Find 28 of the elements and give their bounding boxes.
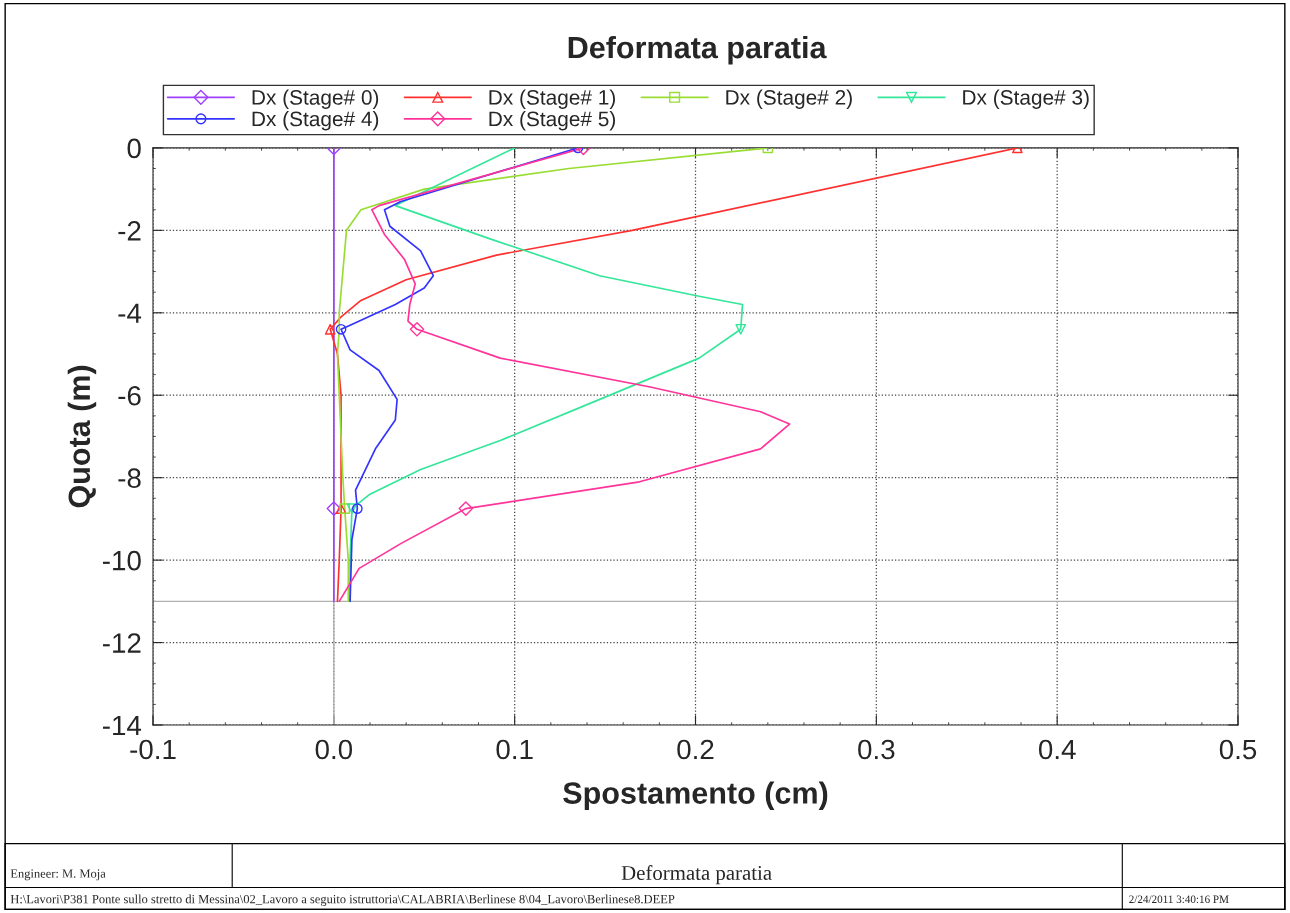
y-axis-title: Quota (m) <box>67 365 97 508</box>
x-tick-label: 0.1 <box>496 739 533 760</box>
x-axis-title: Spostamento (cm) <box>563 781 828 810</box>
legend-label: Dx (Stage# 4) <box>252 111 379 131</box>
text: 2/24/2011 3:40:16 PM <box>1129 895 1229 904</box>
y-tick-label: -14 <box>102 715 142 736</box>
legend-label: Dx (Stage# 3) <box>963 89 1089 109</box>
x-tick-label: -0.1 <box>130 739 176 760</box>
chart-title: Deformata paratia <box>568 35 827 65</box>
y-tick-label: -2 <box>118 221 141 241</box>
text: H:\Lavori\P381 Ponte sullo stretto di Messina\02_Lavoro a seguito istruttoria\CALABRIA\Berlinese 8\04_Lavoro\Berlinese8.DEEP <box>10 894 675 906</box>
x-tick-label: 0.5 <box>1219 739 1257 760</box>
y-tick-label: -4 <box>118 303 142 323</box>
x-tick-label: 0.0 <box>315 739 353 760</box>
legend-label: Dx (Stage# 5) <box>489 111 615 131</box>
y-tick-label: -12 <box>102 633 141 653</box>
y-tick-label: -8 <box>118 468 141 489</box>
x-tick-label: 0.3 <box>858 739 895 760</box>
legend-label: Dx (Stage# 1) <box>489 89 615 109</box>
y-tick-label: -6 <box>118 385 141 406</box>
x-tick-label: 0.4 <box>1038 739 1076 760</box>
x-tick-label: 0.2 <box>677 739 714 760</box>
legend-label: Dx (Stage# 2) <box>726 89 852 109</box>
y-tick-label: 0 <box>127 138 141 159</box>
text: Engineer: M. Moja <box>10 869 106 881</box>
text: Deformata paratia <box>621 865 772 885</box>
y-tick-label: -10 <box>102 550 141 571</box>
legend-label: Dx (Stage# 0) <box>252 89 379 109</box>
